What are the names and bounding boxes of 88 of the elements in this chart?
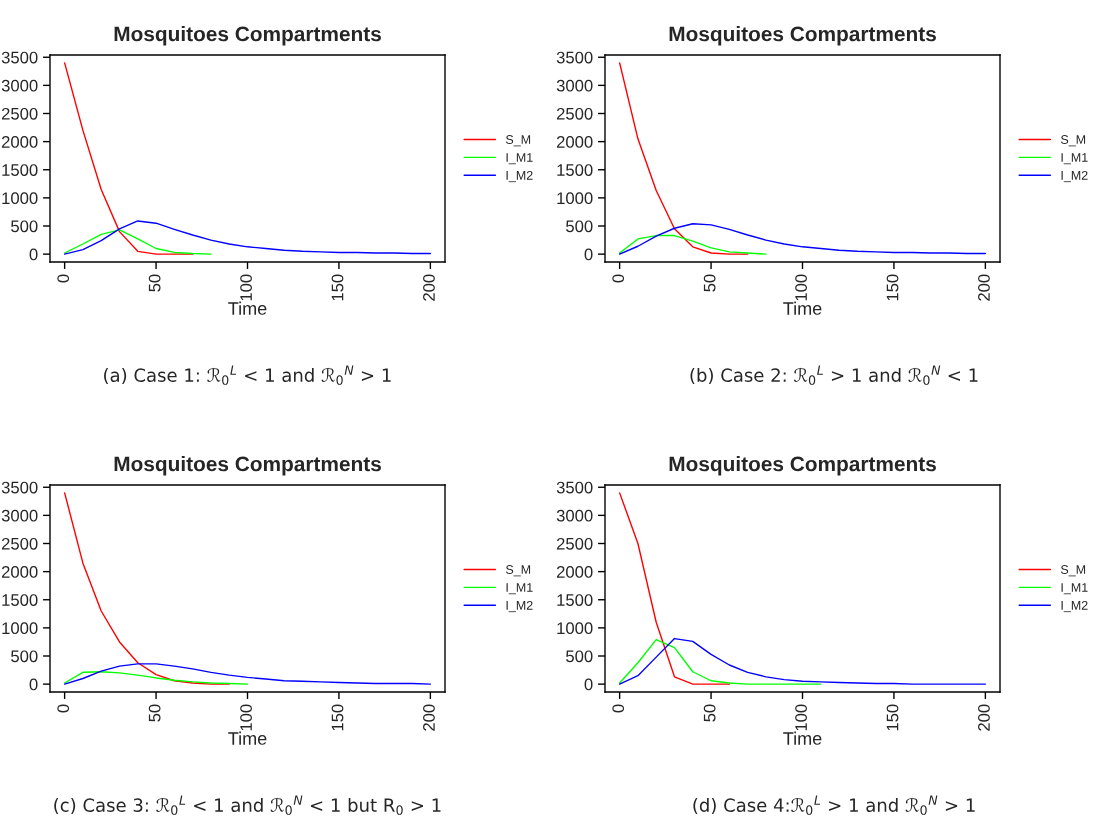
line-series	[63, 220, 432, 255]
y-tick-label: 2000	[1, 136, 38, 148]
legend-label: I_M2	[1061, 170, 1088, 183]
y-tick-label: 0	[584, 248, 593, 261]
y-tick-label: 2000	[556, 136, 593, 148]
y-tick-label: 2500	[556, 537, 593, 550]
y-tick-label: 1000	[557, 622, 593, 635]
x-tick-label: 150	[886, 274, 899, 301]
y-tick-label: 1000	[557, 192, 593, 205]
line-series	[618, 638, 822, 685]
y-tick-label: 3000	[556, 79, 593, 92]
y-tick-label: 3500	[1, 51, 38, 64]
y-tick-label: 500	[11, 220, 38, 233]
line-series	[63, 62, 194, 255]
line-series	[63, 663, 432, 685]
y-tick-label: 1500	[2, 594, 38, 606]
x-tick-label: 150	[886, 704, 899, 731]
x-tick-label: 0	[612, 704, 625, 713]
line-series	[618, 234, 767, 255]
y-tick-label: 2000	[556, 566, 593, 578]
line-series	[63, 492, 230, 685]
line-series	[618, 492, 731, 685]
y-tick-label: 3500	[1, 481, 38, 494]
y-tick-label: 3500	[556, 51, 593, 64]
legend-label: I_M1	[506, 583, 533, 595]
x-tick-label: 200	[423, 704, 435, 731]
chart-title: Mosquitoes Compartments	[669, 456, 936, 476]
x-tick-label: 0	[57, 704, 70, 713]
text: (d) Case 4:ℛ$_{0}$$^{L}$ > 1 and ℛ$_{0}$$^{N}$ > 1	[693, 795, 975, 815]
line-series	[618, 637, 987, 685]
y-tick-label: 2500	[1, 537, 38, 550]
legend-label: S_M	[1060, 565, 1086, 577]
chart-title: Mosquitoes Compartments	[114, 26, 381, 46]
x-tick-label: 50	[703, 274, 716, 292]
y-tick-label: 500	[566, 220, 593, 233]
text: (c) Case 3: ℛ$_{0}$$^{L}$ < 1 and ℛ$_{0}$$^{N}$ < 1 but R$_{0}$ > 1	[54, 795, 441, 815]
y-tick-label: 1000	[2, 192, 38, 205]
x-tick-label: 100	[240, 704, 252, 731]
x-tick-label: 50	[148, 704, 161, 722]
y-tick-label: 1500	[2, 164, 38, 176]
x-tick-label: 50	[148, 274, 161, 292]
line-series	[63, 671, 249, 685]
line-series	[618, 223, 987, 255]
x-tick-label: 100	[795, 704, 807, 731]
line-series	[63, 229, 212, 255]
y-tick-label: 3000	[1, 509, 38, 522]
line-series	[618, 62, 749, 255]
x-tick-label: 50	[703, 704, 716, 722]
chart-title: Mosquitoes Compartments	[114, 456, 381, 476]
x-tick-label: 150	[331, 704, 344, 731]
legend-label: I_M1	[506, 153, 533, 165]
y-tick-label: 3000	[556, 509, 593, 522]
y-tick-label: 2000	[1, 566, 38, 578]
y-tick-label: 0	[29, 248, 38, 261]
x-tick-label: 0	[612, 274, 625, 283]
legend-label: I_M2	[1061, 600, 1088, 613]
y-tick-label: 500	[11, 650, 38, 663]
y-tick-label: 3000	[1, 79, 38, 92]
x-tick-label: 200	[423, 274, 435, 301]
legend-label: I_M2	[506, 170, 533, 183]
y-tick-label: 3500	[556, 481, 593, 494]
y-tick-label: 0	[584, 678, 593, 691]
x-tick-label: 100	[240, 274, 252, 301]
y-tick-label: 500	[566, 650, 593, 663]
y-tick-label: 1500	[557, 594, 593, 606]
x-axis-title: Time	[783, 301, 822, 315]
legend-label: S_M	[505, 565, 531, 577]
y-tick-label: 0	[29, 678, 38, 691]
legend-label: I_M1	[1061, 153, 1088, 165]
y-tick-label: 2500	[1, 107, 38, 120]
legend-label: S_M	[505, 135, 531, 147]
y-tick-label: 1000	[2, 622, 38, 635]
x-tick-label: 100	[795, 274, 807, 301]
x-tick-label: 200	[978, 704, 990, 731]
x-tick-label: 150	[331, 274, 344, 301]
chart-title: Mosquitoes Compartments	[669, 26, 936, 46]
x-tick-label: 0	[57, 274, 70, 283]
x-axis-title: Time	[783, 731, 822, 745]
text: (a) Case 1: ℛ$_{0}$$^{L}$ < 1 and ℛ$_{0}$$^{N}$ > 1	[104, 365, 391, 385]
legend-label: S_M	[1060, 135, 1086, 147]
y-tick-label: 1500	[557, 164, 593, 176]
x-axis-title: Time	[228, 301, 267, 315]
y-tick-label: 2500	[556, 107, 593, 120]
x-axis-title: Time	[228, 731, 267, 745]
x-tick-label: 200	[978, 274, 990, 301]
legend-label: I_M2	[506, 600, 533, 613]
text: (b) Case 2: ℛ$_{0}$$^{L}$ > 1 and ℛ$_{0}$$^{N}$ < 1	[690, 365, 978, 385]
legend-label: I_M1	[1061, 583, 1088, 595]
